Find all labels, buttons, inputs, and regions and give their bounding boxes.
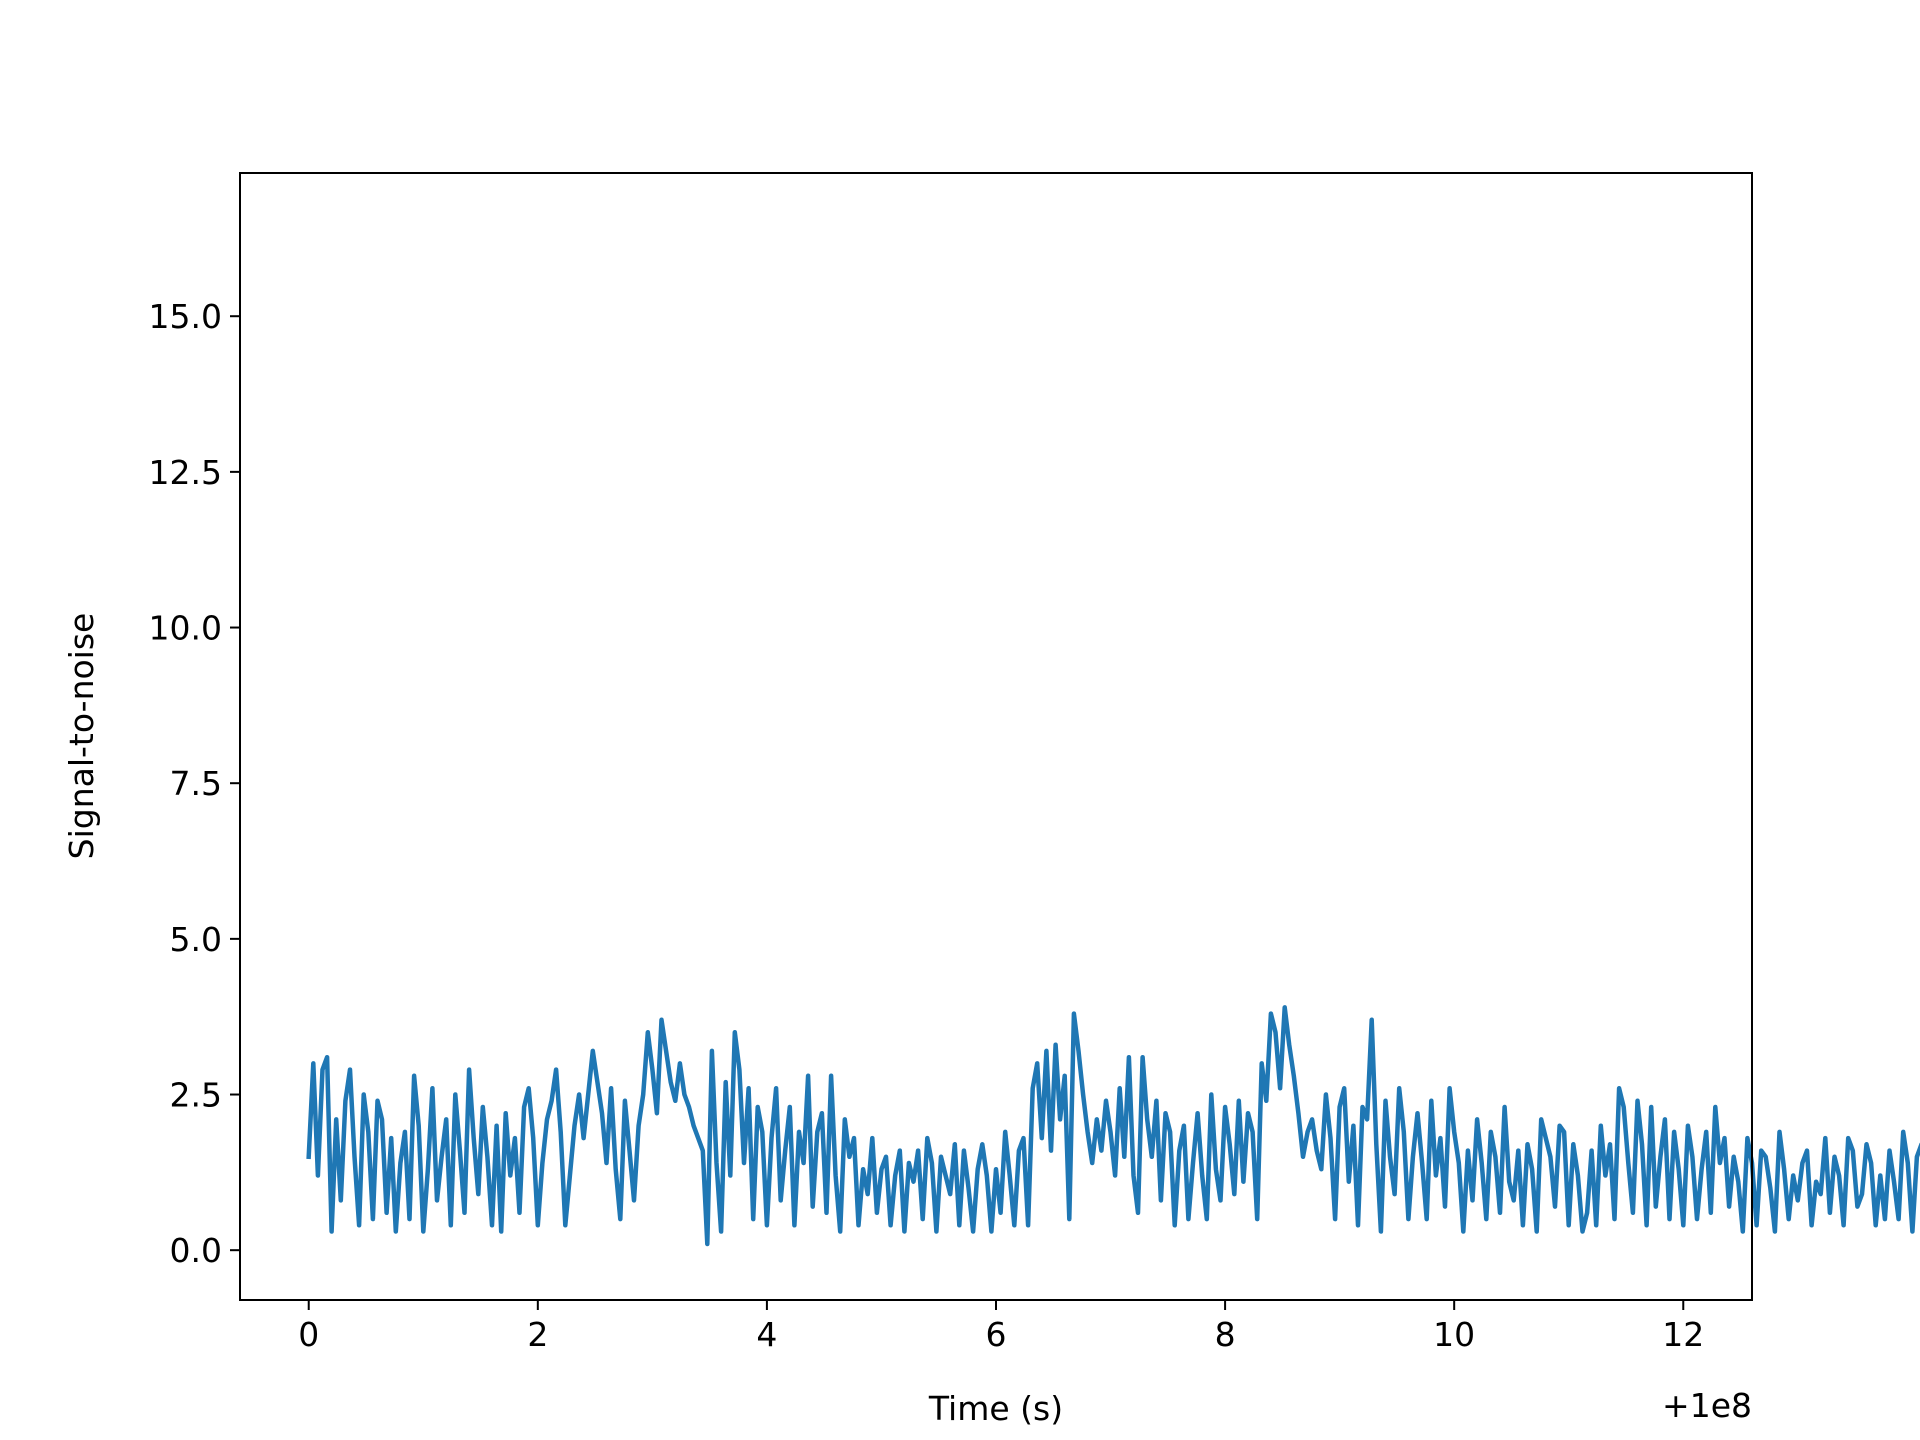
series-layer xyxy=(306,1005,1920,1247)
x-tick-label: 6 xyxy=(986,1315,1007,1354)
x-tick-label: 12 xyxy=(1662,1315,1704,1354)
x-axis-offset-label: +1e8 xyxy=(1662,1386,1752,1425)
y-tick-label: 7.5 xyxy=(170,764,222,803)
y-axis-label: Signal-to-noise xyxy=(62,613,101,860)
snr-series-line xyxy=(306,1005,1920,1247)
y-tick-label: 12.5 xyxy=(149,453,222,492)
y-tick-label: 10.0 xyxy=(149,609,222,648)
y-tick-label: 5.0 xyxy=(170,920,222,959)
y-tick-label: 2.5 xyxy=(170,1076,222,1115)
x-axis: 0 2 4 6 8 10 12 xyxy=(298,1300,1704,1354)
x-tick-label: 10 xyxy=(1433,1315,1475,1354)
plot-area-background xyxy=(240,173,1752,1300)
y-tick-label: 0.0 xyxy=(170,1231,222,1270)
x-tick-label: 8 xyxy=(1215,1315,1236,1354)
y-tick-label: 15.0 xyxy=(149,297,222,336)
x-tick-label: 2 xyxy=(527,1315,548,1354)
x-axis-label: Time (s) xyxy=(928,1389,1063,1428)
x-tick-label: 4 xyxy=(756,1315,777,1354)
y-axis: 0.0 2.5 5.0 7.5 10.0 12.5 15.0 xyxy=(149,297,240,1270)
x-tick-label: 0 xyxy=(298,1315,319,1354)
